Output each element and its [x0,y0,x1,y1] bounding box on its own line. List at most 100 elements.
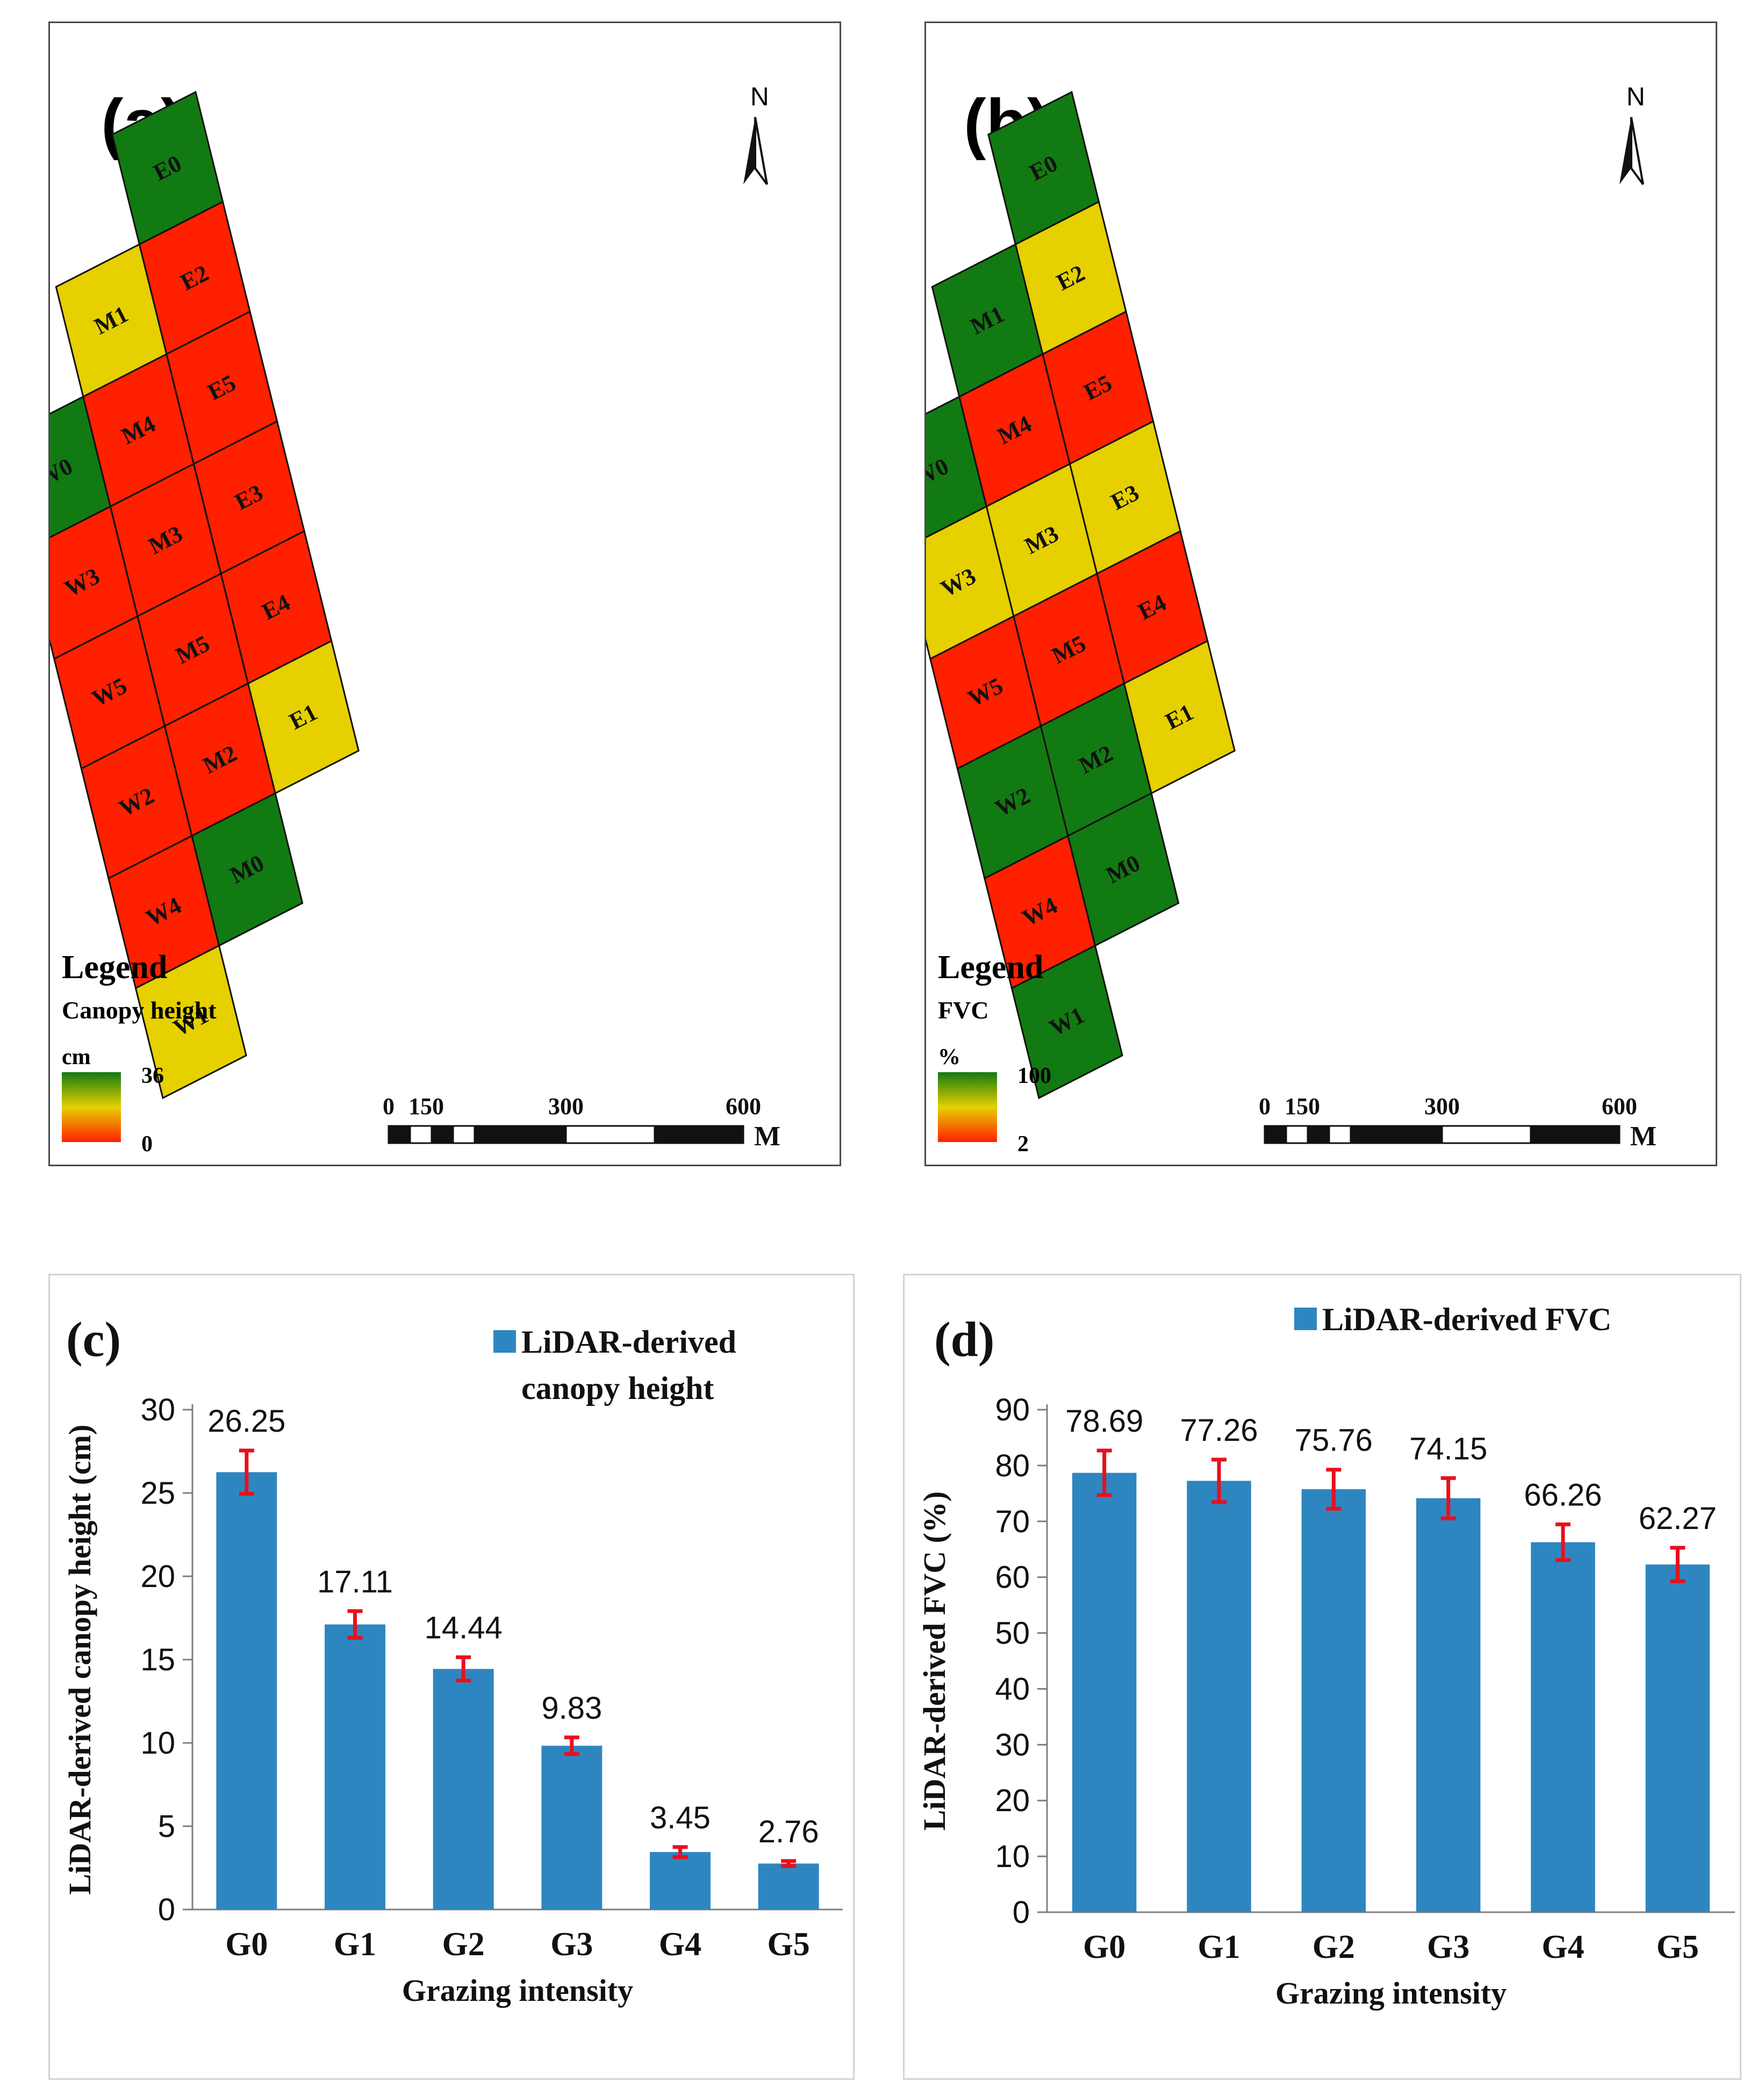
bar-G5 [1645,1564,1710,1912]
legend-variable: Canopy height [62,996,217,1024]
data-label-G2: 14.44 [425,1611,503,1646]
data-label-G5: 62.27 [1639,1501,1717,1536]
x-tick-label: G0 [225,1926,268,1963]
y-tick-label: 15 [140,1642,175,1677]
y-tick-label: 50 [995,1616,1030,1651]
bar-G0 [1072,1473,1137,1912]
error-bar-G4 [1555,1522,1571,1562]
y-axis-label: LiDAR-derived canopy height (cm) [62,1425,97,1895]
legend-label: LiDAR-derived [521,1324,736,1360]
legend-color-ramp [938,1072,997,1142]
error-bar-G5 [1670,1546,1686,1583]
data-label-G4: 3.45 [650,1800,711,1835]
scale-tick-label: 600 [726,1093,761,1119]
legend-swatch [1294,1308,1317,1330]
x-tick-label: G5 [768,1926,810,1963]
y-tick-label: 30 [995,1727,1030,1762]
bar-G2 [1301,1489,1366,1912]
y-tick-label: 0 [158,1892,175,1927]
y-tick-label: 10 [140,1726,175,1761]
plot-W1 [1010,944,1123,1100]
panel-label: (d) [934,1312,994,1367]
error-bar-G0 [1096,1448,1112,1497]
y-axis-label: LiDAR-derived FVC (%) [917,1491,952,1831]
x-axis-label: Grazing intensity [1275,1976,1507,2011]
data-label-G1: 17.11 [317,1564,393,1599]
legend-max: 36 [141,1064,164,1088]
plot-M0 [1067,792,1180,947]
scale-unit: M [1630,1121,1657,1152]
y-tick-label: 20 [995,1783,1030,1818]
bar-G1 [325,1624,385,1910]
bar-G0 [216,1472,277,1910]
data-label-G4: 66.26 [1524,1477,1602,1512]
map-panel-b: (b) E0 M1 E2 W0 M4 E5 W3 M3 E3 W5 M5 E4 W2 M2 E1 W4 M0 W1… [924,21,1717,1166]
y-tick-label: 0 [1013,1895,1030,1930]
bar-G3 [1416,1498,1481,1912]
x-tick-label: G2 [1313,1929,1355,1965]
y-tick-label: 25 [140,1476,175,1511]
north-arrow-icon [743,117,768,185]
north-label: N [1626,83,1645,111]
bar-G1 [1187,1481,1251,1912]
data-label-G2: 75.76 [1295,1423,1373,1458]
data-label-G3: 9.83 [541,1691,602,1726]
scale-tick-label: 600 [1602,1093,1637,1119]
x-tick-label: G3 [1427,1929,1469,1965]
scale-tick-label: 0 [1259,1093,1271,1119]
x-tick-label: G5 [1657,1929,1699,1965]
legend-title: Legend [62,949,168,986]
scale-tick-label: 300 [1424,1093,1460,1119]
error-bar-G3 [1440,1476,1456,1520]
x-tick-label: G3 [550,1926,593,1963]
data-label-G0: 78.69 [1065,1404,1143,1439]
bar-G2 [433,1669,494,1910]
data-label-G3: 74.15 [1409,1431,1487,1466]
chart-c: (c) LiDAR-derived canopy height 0 5 10 15 20 25 3… [62,1312,843,2008]
legend-label: canopy height [521,1370,714,1406]
x-tick-label: G2 [442,1926,485,1963]
plot-M0 [191,792,304,947]
x-tick-label: G4 [659,1926,701,1963]
plot-W1 [134,944,247,1100]
x-tick-label: G4 [1541,1929,1584,1965]
x-axis-label: Grazing intensity [402,1973,633,2008]
panel-label: (c) [66,1312,121,1367]
error-bar-G1 [1211,1458,1227,1504]
plot-E1 [247,640,360,795]
scale-tick-label: 0 [383,1093,395,1119]
bar-G4 [650,1852,711,1910]
y-tick-label: 20 [140,1559,175,1594]
y-tick-label: 10 [995,1839,1030,1874]
scale-unit: M [754,1121,780,1152]
y-tick-label: 5 [158,1809,175,1844]
data-label-G1: 77.26 [1180,1413,1258,1448]
plot-E1 [1123,640,1236,795]
error-bar-G3 [564,1735,579,1756]
legend-label: LiDAR-derived FVC [1322,1302,1611,1337]
bar-G4 [1531,1542,1595,1912]
error-bar-G2 [1326,1468,1342,1511]
data-label-G0: 26.25 [207,1404,285,1439]
y-tick-label: 30 [140,1392,175,1427]
y-tick-label: 40 [995,1671,1030,1706]
north-label: N [750,83,769,111]
legend-unit: cm [62,1045,91,1069]
x-tick-label: G1 [1197,1929,1240,1965]
legend-unit: % [938,1045,960,1069]
error-bar-G1 [347,1609,363,1640]
legend-title: Legend [938,949,1044,986]
y-tick-label: 80 [995,1448,1030,1483]
bar-G3 [541,1746,603,1910]
y-tick-label: 90 [995,1392,1030,1427]
map-panel-a: (a) E0M1E2W0M4E5W3M3E3W5M5E4W2M2E1W4M0W1… [48,21,841,1166]
scale-tick-label: 300 [548,1093,584,1119]
legend-swatch [493,1330,516,1353]
legend-color-ramp [62,1072,121,1142]
error-bar-G2 [456,1655,471,1683]
